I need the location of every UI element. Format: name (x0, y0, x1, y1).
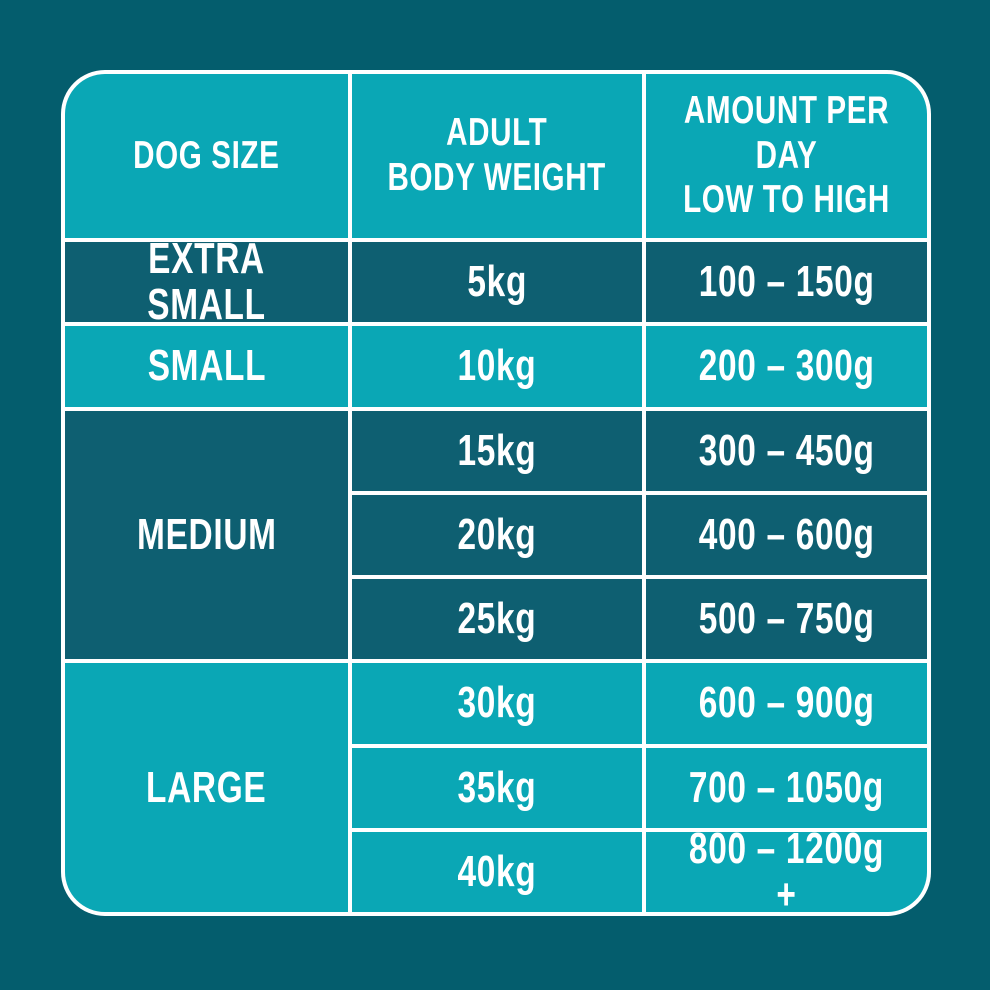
amount-label-400-600g: 400 – 600g (698, 509, 875, 559)
amount-label-800-1200g-plus: 800 – 1200g + (688, 831, 885, 912)
weight-label-35kg: 35kg (457, 762, 537, 812)
amount-cell-small: 200 – 300g (646, 326, 927, 407)
header-adult-body-weight-label: ADULT BODY WEIGHT (387, 111, 607, 199)
header-amount-per-day-label: AMOUNT PER DAY LOW TO HIGH (683, 88, 890, 222)
weight-cell-medium-15kg: 15kg (352, 410, 642, 491)
size-label-medium: MEDIUM (136, 509, 277, 559)
size-cell-medium: MEDIUM (65, 410, 348, 660)
amount-label-500-750g: 500 – 750g (698, 594, 875, 644)
header-amount-per-day: AMOUNT PER DAY LOW TO HIGH (646, 74, 927, 238)
size-cell-extra-small: EXTRA SMALL (65, 242, 348, 323)
size-label-extra-small: EXTRA SMALL (147, 242, 266, 323)
size-label-small: SMALL (147, 341, 266, 391)
amount-label-600-900g: 600 – 900g (698, 678, 875, 728)
amount-label-700-1050g: 700 – 1050g (688, 762, 885, 812)
amount-cell-large-30kg: 600 – 900g (646, 663, 927, 744)
amount-label-200-300g: 200 – 300g (698, 341, 875, 391)
amount-cell-medium-15kg: 300 – 450g (646, 410, 927, 491)
size-label-large: LARGE (146, 762, 267, 812)
weight-label-20kg: 20kg (457, 509, 537, 559)
header-dog-size: DOG SIZE (65, 74, 348, 238)
amount-cell-medium-20kg: 400 – 600g (646, 494, 927, 575)
amount-cell-large-35kg: 700 – 1050g (646, 747, 927, 828)
weight-cell-extra-small: 5kg (352, 242, 642, 323)
size-cell-large: LARGE (65, 663, 348, 912)
weight-label-40kg: 40kg (457, 846, 537, 896)
amount-cell-large-40kg: 800 – 1200g + (646, 831, 927, 912)
weight-cell-medium-25kg: 25kg (352, 579, 642, 660)
weight-cell-large-35kg: 35kg (352, 747, 642, 828)
weight-label-30kg: 30kg (457, 678, 537, 728)
header-adult-body-weight: ADULT BODY WEIGHT (352, 74, 642, 238)
amount-cell-medium-25kg: 500 – 750g (646, 579, 927, 660)
feeding-guide-table: DOG SIZE ADULT BODY WEIGHT AMOUNT PER DA… (61, 70, 931, 916)
amount-label-300-450g: 300 – 450g (698, 425, 875, 475)
weight-label-10kg: 10kg (457, 341, 537, 391)
amount-label-100-150g: 100 – 150g (698, 257, 875, 307)
weight-cell-large-40kg: 40kg (352, 831, 642, 912)
size-cell-small: SMALL (65, 326, 348, 407)
weight-label-5kg: 5kg (467, 257, 527, 307)
header-dog-size-label: DOG SIZE (133, 133, 280, 177)
amount-cell-extra-small: 100 – 150g (646, 242, 927, 323)
weight-cell-small: 10kg (352, 326, 642, 407)
weight-label-25kg: 25kg (457, 594, 537, 644)
weight-label-15kg: 15kg (457, 425, 537, 475)
weight-cell-medium-20kg: 20kg (352, 494, 642, 575)
weight-cell-large-30kg: 30kg (352, 663, 642, 744)
